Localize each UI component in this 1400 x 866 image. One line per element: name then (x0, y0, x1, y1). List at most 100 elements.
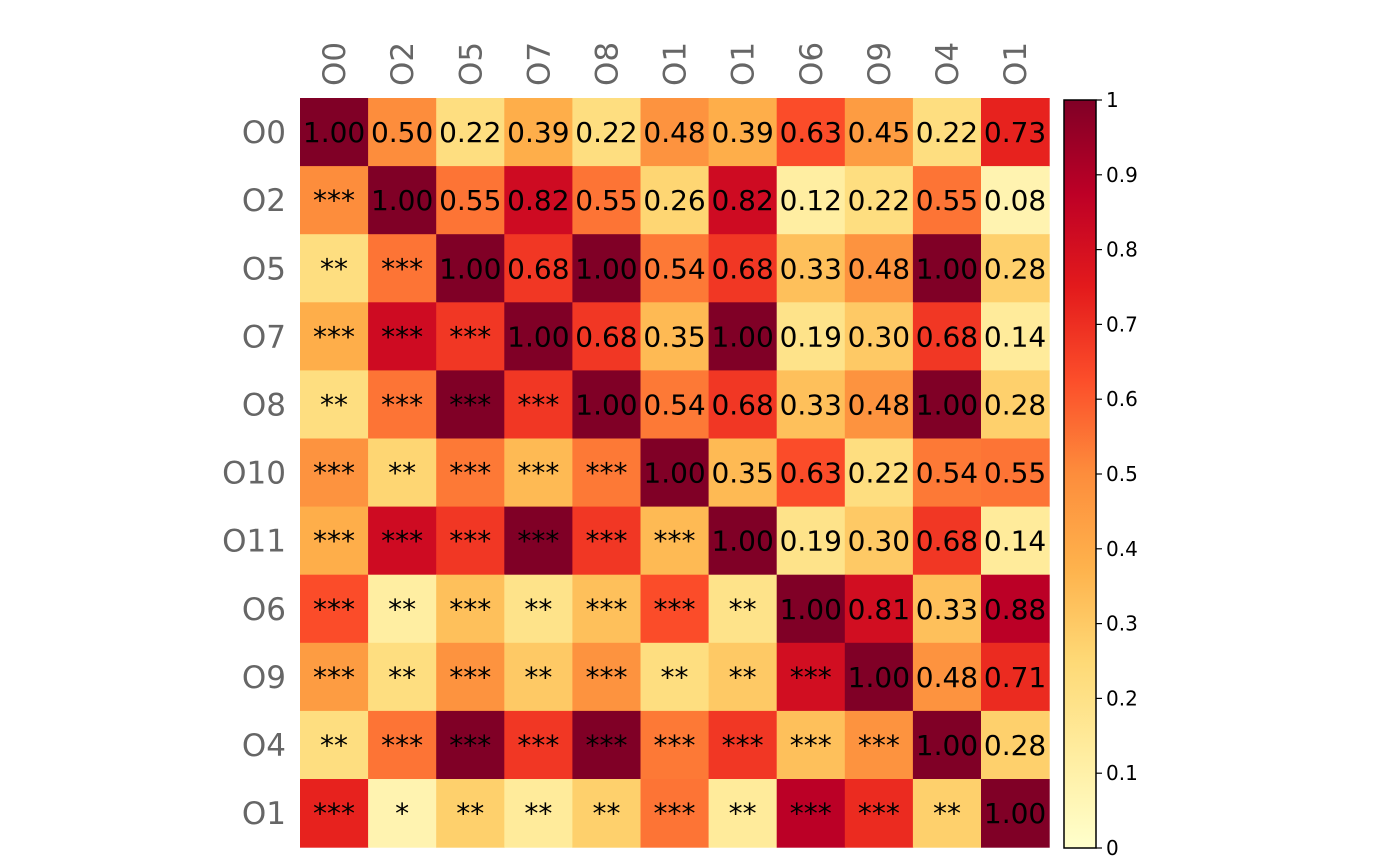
heatmap-cell (776, 438, 846, 508)
cell-value-label: 0.14 (984, 320, 1046, 353)
cell-value-label: ** (320, 252, 348, 285)
colorbar-tick-label: 0.4 (1106, 537, 1138, 561)
heatmap-cell (300, 642, 369, 712)
cell-value-label: *** (517, 457, 559, 490)
cell-value-label: *** (517, 388, 559, 421)
heatmap-cell (436, 438, 505, 508)
heatmap-cell (300, 574, 369, 644)
heatmap-cell (844, 574, 914, 644)
heatmap-cell (776, 302, 846, 371)
heatmap-cell (640, 98, 710, 167)
heatmap-cell (981, 302, 1050, 371)
cell-value-label: ** (388, 457, 416, 490)
heatmap-cell (436, 574, 505, 644)
heatmap-cell (912, 166, 982, 235)
heatmap-cell (844, 234, 914, 303)
heatmap-cell (844, 370, 914, 440)
cell-value-label: *** (585, 661, 627, 694)
heatmap-cell (300, 302, 369, 371)
heatmap-cell (912, 302, 982, 371)
cell-value-label: ** (320, 388, 348, 421)
cell-value-label: 1.00 (575, 252, 637, 285)
cell-value-label: 0.54 (643, 388, 705, 421)
heatmap-cell (504, 234, 573, 303)
y-axis-labels: O0 O2 O5 O7 O8 O10 O11 O6 O9 O4 O1 (222, 115, 286, 832)
heatmap-cell (572, 166, 642, 235)
cell-value-label: 0.48 (848, 252, 910, 285)
heatmap-cell (640, 234, 710, 303)
y-tick-label: O5 (242, 251, 286, 287)
colorbar-tick-label: 0.7 (1106, 312, 1138, 336)
heatmap-cell (776, 642, 846, 712)
cell-value-label: 0.45 (848, 116, 910, 149)
heatmap-cell (436, 370, 505, 440)
heatmap-cell (981, 506, 1050, 576)
heatmap-cell (504, 166, 573, 235)
heatmap-cell (504, 574, 573, 644)
cell-value-label: 0.12 (780, 184, 842, 217)
cell-value-label: 0.68 (711, 252, 773, 285)
heatmap-cell (300, 438, 369, 508)
heatmap-cell (572, 370, 642, 440)
x-tick-label: O7 (521, 42, 557, 86)
cell-value-label: 0.71 (984, 661, 1046, 694)
cell-value-label: 1.00 (439, 252, 501, 285)
heatmap-cell (640, 642, 710, 712)
heatmap-cell (504, 370, 573, 440)
cell-value-label: 0.54 (916, 457, 978, 490)
cell-value-label: 0.68 (916, 320, 978, 353)
heatmap-cell (981, 166, 1050, 235)
cell-value-label: 0.33 (780, 252, 842, 285)
heatmap-cell (640, 506, 710, 576)
cell-value-label: 0.55 (984, 457, 1046, 490)
heatmap-cell (572, 506, 642, 576)
y-tick-label: O4 (242, 728, 286, 764)
cell-value-label: ** (729, 797, 757, 830)
cell-value-label: *** (313, 184, 355, 217)
cell-value-label: 0.33 (916, 593, 978, 626)
heatmap-cell (708, 642, 778, 712)
cell-value-label: ** (456, 797, 484, 830)
heatmap-cell (436, 642, 505, 712)
x-axis-labels: O0 O2 O5 O7 O8 O1 O1 O6 O9 O4 O1 (317, 42, 1034, 86)
cell-value-label: *** (313, 797, 355, 830)
cell-value-label: 0.22 (439, 116, 501, 149)
heatmap-cell (981, 642, 1050, 712)
heatmap-cell (368, 710, 437, 780)
cell-value-label: 0.48 (916, 661, 978, 694)
cell-value-label: *** (790, 661, 832, 694)
cell-value-label: *** (790, 797, 832, 830)
heatmap-cell (844, 779, 914, 848)
cell-value-label: *** (654, 593, 696, 626)
cell-value-label: 0.68 (916, 525, 978, 558)
cell-value-label: 0.28 (984, 388, 1046, 421)
cell-value-label: 0.22 (848, 184, 910, 217)
heatmap-cell (708, 234, 778, 303)
x-tick-label: O1 (658, 42, 694, 86)
cell-value-label: 1.00 (848, 661, 910, 694)
heatmap-cell (300, 779, 369, 848)
cell-value-label: 1.00 (916, 388, 978, 421)
cell-value-label: 1.00 (916, 729, 978, 762)
heatmap-cell (981, 779, 1050, 848)
cell-value-label: *** (858, 797, 900, 830)
cell-value-label: *** (517, 729, 559, 762)
heatmap-cell (844, 710, 914, 780)
cell-value-label: 0.68 (507, 252, 569, 285)
heatmap-cell (640, 166, 710, 235)
cell-value-label: 1.00 (575, 388, 637, 421)
cell-value-label: *** (381, 729, 423, 762)
heatmap-cell (436, 779, 505, 848)
cell-value-label: *** (449, 388, 491, 421)
cell-value-label: 0.82 (711, 184, 773, 217)
heatmap-cell (640, 574, 710, 644)
heatmap-cell (640, 779, 710, 848)
heatmap-cell (708, 506, 778, 576)
cell-value-label: 0.26 (643, 184, 705, 217)
heatmap-cell (776, 234, 846, 303)
heatmap-cell (504, 710, 573, 780)
heatmap-cell (300, 710, 369, 780)
heatmap-cell (776, 166, 846, 235)
colorbar-tick-label: 0.1 (1106, 761, 1138, 785)
